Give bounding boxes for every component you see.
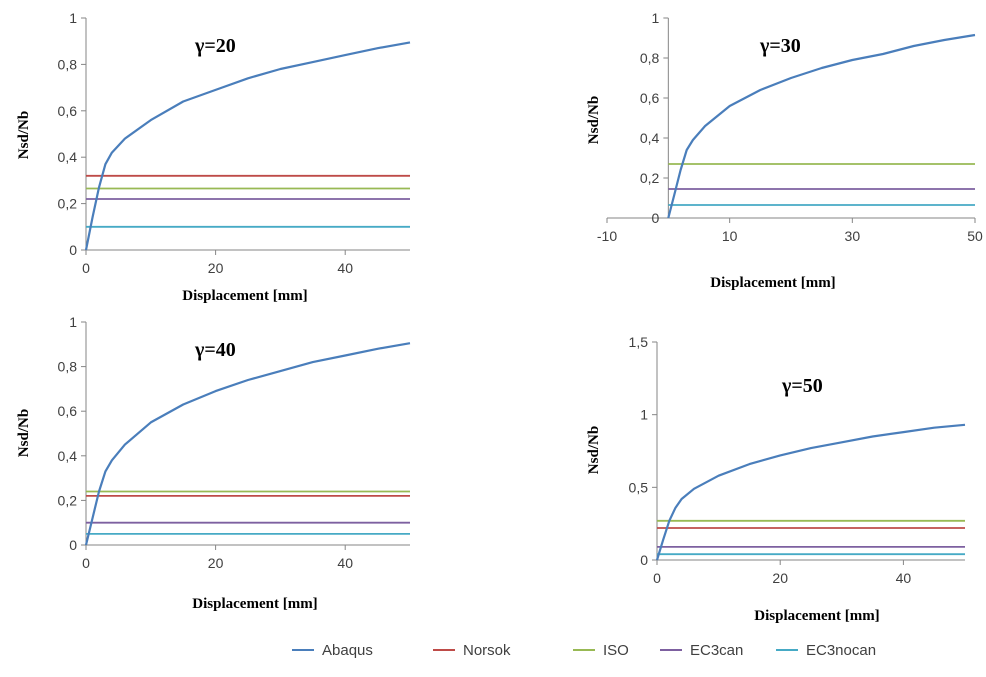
x-tick-label: 40 [896, 570, 912, 586]
y-tick-label: 0 [69, 537, 77, 553]
y-tick-label: 0,2 [58, 492, 78, 508]
y-tick-label: 0,2 [640, 170, 660, 186]
x-tick-label: 20 [772, 570, 788, 586]
y-axis-label: Nsd/Nb [16, 409, 32, 457]
chart-panel-3: 0 0,2 0,4 0,6 0,8 1 0 20 40 γ=40 Displacement [mm]… [16, 314, 411, 612]
y-tick-label: 0,8 [58, 359, 78, 375]
x-tick-label: 0 [653, 570, 661, 586]
legend: Abaqus Norsok ISO EC3can EC3nocan [292, 642, 876, 659]
x-axis-label: Displacement [mm] [710, 275, 835, 291]
x-tick-label: 0 [82, 260, 90, 276]
y-axis-label: Nsd/Nb [16, 111, 32, 159]
chart-title: γ=30 [759, 35, 801, 57]
legend-label: Norsok [463, 642, 511, 659]
legend-item-ec3nocan: EC3nocan [776, 642, 876, 659]
chart-panel-4: 0 0,5 1 1,5 0 20 40 γ=50 Displacement [mm] Nsd/Nb [586, 334, 966, 624]
x-tick-label: 50 [967, 228, 983, 244]
y-tick-label: 0 [640, 552, 648, 568]
series-line-abaqus [84, 342, 411, 546]
y-tick-label: 0,4 [58, 448, 78, 464]
y-tick-label: 0,4 [58, 149, 78, 165]
chart-panel-2: 0 0,2 0,4 0,6 0,8 1 -10 10 30 50 γ=30 Displacement … [586, 10, 983, 291]
x-tick-label: 20 [208, 260, 224, 276]
y-axis-label: Nsd/Nb [586, 426, 602, 474]
legend-label: ISO [603, 642, 629, 659]
x-tick-label: -10 [597, 228, 617, 244]
legend-item-iso: ISO [573, 642, 629, 659]
x-axis-label: Displacement [mm] [182, 288, 307, 304]
y-tick-label: 1,5 [629, 334, 649, 350]
y-tick-label: 1 [652, 10, 660, 26]
y-tick-label: 0,6 [58, 403, 78, 419]
y-tick-label: 0 [652, 210, 660, 226]
y-axis-label: Nsd/Nb [586, 96, 602, 144]
y-tick-label: 1 [69, 314, 77, 330]
x-tick-label: 40 [337, 555, 353, 571]
legend-label: Abaqus [322, 642, 373, 659]
y-tick-label: 1 [69, 10, 77, 26]
x-axis-label: Displacement [mm] [192, 596, 317, 612]
x-tick-label: 0 [82, 555, 90, 571]
y-tick-label: 1 [640, 407, 648, 423]
x-tick-label: 10 [722, 228, 738, 244]
chart-title: γ=20 [194, 35, 236, 57]
y-tick-label: 0,5 [629, 479, 649, 495]
x-tick-label: 40 [337, 260, 353, 276]
x-tick-label: 30 [845, 228, 861, 244]
chart-title: γ=50 [781, 375, 823, 397]
y-tick-label: 0,8 [640, 50, 660, 66]
y-tick-label: 0,6 [58, 103, 78, 119]
series-line-abaqus [655, 423, 966, 561]
chart-title: γ=40 [194, 339, 236, 361]
x-axis-label: Displacement [mm] [754, 608, 879, 624]
y-tick-label: 0,4 [640, 130, 660, 146]
y-tick-label: 0,8 [58, 56, 78, 72]
y-tick-label: 0 [69, 242, 77, 258]
legend-item-norsok: Norsok [433, 642, 511, 659]
series-line-abaqus [84, 41, 411, 251]
series-line-abaqus [667, 33, 976, 219]
chart-panel-1: 0 0,2 0,4 0,6 0,8 1 0 20 40 γ=20 Displacement [mm]… [16, 10, 411, 304]
legend-item-ec3can: EC3can [660, 642, 743, 659]
x-tick-label: 20 [208, 555, 224, 571]
legend-label: EC3nocan [806, 642, 876, 659]
legend-item-abaqus: Abaqus [292, 642, 373, 659]
legend-label: EC3can [690, 642, 743, 659]
y-tick-label: 0,2 [58, 196, 78, 212]
y-tick-label: 0,6 [640, 90, 660, 106]
